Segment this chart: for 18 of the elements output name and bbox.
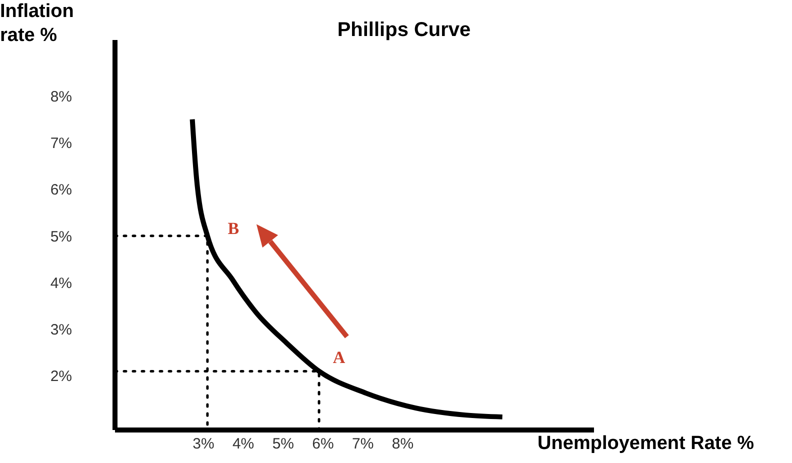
- x-tick-label: 3%: [192, 436, 214, 453]
- x-tick-label: 6%: [312, 436, 334, 453]
- y-axis-title: Inflation rate %: [0, 0, 75, 48]
- y-tick-label: 7%: [50, 134, 72, 152]
- y-tick-label: 4%: [50, 274, 72, 292]
- y-tick-label: 5%: [50, 228, 72, 246]
- x-tick-label: 5%: [272, 436, 294, 453]
- x-tick-label: 4%: [232, 436, 254, 453]
- x-tick-label: 7%: [352, 436, 374, 453]
- x-tick-label: 8%: [392, 436, 414, 453]
- x-axis-title: Unemployement Rate %: [538, 433, 754, 455]
- annotation: B: [228, 218, 240, 238]
- y-tick-label: 6%: [50, 182, 72, 199]
- y-tick-label: 8%: [50, 88, 72, 106]
- annotation: A: [332, 348, 346, 368]
- y-tick-label: 3%: [50, 322, 72, 339]
- chart-title: Phillips Curve: [337, 19, 471, 41]
- y-tick-label: 2%: [50, 368, 72, 386]
